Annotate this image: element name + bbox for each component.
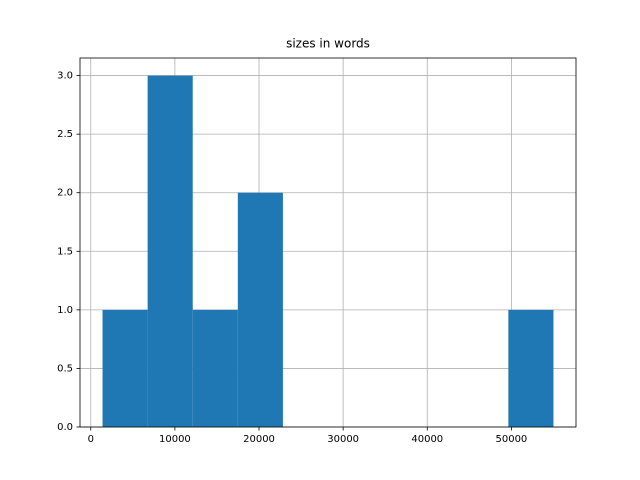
bar [102,309,148,427]
bar [508,309,554,427]
y-tick-label: 2.5 [57,129,73,140]
y-tick-label: 3.0 [57,71,73,82]
x-tick-label: 40000 [411,434,443,445]
y-tick-label: 1.5 [57,246,73,257]
y-tick-label: 0.5 [57,363,73,374]
chart-title: sizes in words [286,37,370,51]
x-tick-label: 20000 [243,434,275,445]
x-tick-label: 50000 [495,434,527,445]
x-tick-label: 0 [88,434,94,445]
y-tick-label: 1.0 [57,305,73,316]
x-tick-label: 30000 [327,434,359,445]
plot-frame [79,57,577,428]
bar [237,192,283,427]
bar [192,309,238,427]
x-tick-label: 10000 [159,434,191,445]
y-tick-label: 2.0 [57,188,73,199]
y-tick-label: 0.0 [57,422,73,433]
bar [147,75,193,428]
